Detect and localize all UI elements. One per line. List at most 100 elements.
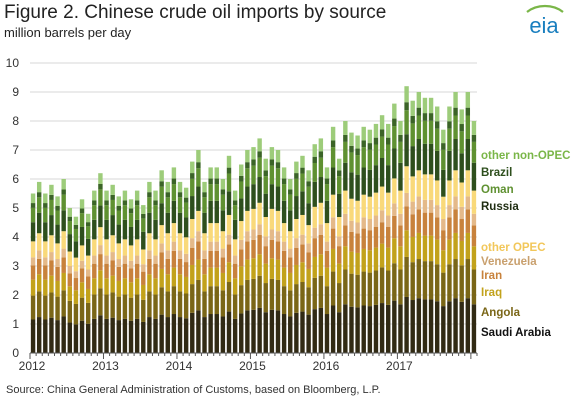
bar-segment (177, 258, 183, 275)
bar-segment (73, 271, 79, 279)
bar-segment (55, 210, 60, 225)
bar-segment (441, 219, 446, 231)
bar-segment (318, 224, 324, 235)
bar-segment (153, 255, 158, 264)
bar-segment (324, 286, 330, 315)
bar-segment (251, 229, 256, 240)
bar-segment (459, 109, 464, 125)
bar-segment (263, 216, 268, 237)
bar-segment (434, 121, 440, 129)
bar-segment (343, 121, 348, 135)
bar-segment (392, 178, 397, 204)
legend-label-iran: Iran (481, 270, 502, 282)
bar-segment (398, 213, 403, 226)
bar-segment (190, 284, 195, 313)
bar-segment (220, 316, 226, 353)
bar-segment (202, 274, 207, 292)
bar-segment (147, 317, 152, 353)
bar-segment (134, 219, 140, 240)
bar-segment (196, 259, 201, 280)
bar-segment (337, 170, 342, 177)
bar-segment (220, 210, 226, 232)
bar-segment (269, 229, 275, 240)
bar-segment (110, 275, 115, 293)
bar-segment (349, 152, 354, 173)
bar-segment (153, 318, 158, 353)
bar-segment (330, 271, 336, 306)
bar-segment (398, 225, 403, 247)
bar-segment (263, 263, 268, 284)
bar-segment (275, 168, 281, 187)
bar-segment (447, 121, 452, 129)
bar-segment (171, 167, 177, 179)
bar-segment (355, 252, 360, 275)
bar-segment (165, 274, 170, 292)
bar-segment (183, 253, 189, 263)
bar-segment (171, 184, 177, 201)
bar-segment (183, 262, 189, 277)
logo-text: eia (529, 13, 559, 38)
bar-segment (355, 148, 360, 156)
bar-segment (453, 196, 458, 210)
bar-segment (110, 215, 115, 236)
bar-segment (128, 226, 134, 246)
bar-segment (61, 231, 66, 249)
bar-segment (159, 268, 164, 288)
bar-segment (171, 223, 177, 242)
bar-segment (226, 262, 232, 283)
bar-segment (337, 236, 342, 247)
bar-segment (245, 210, 250, 232)
bar-segment (404, 192, 409, 207)
bar-segment (330, 248, 336, 272)
y-tick-label: 7 (12, 143, 19, 157)
bar-segment (349, 251, 354, 274)
bar-segment (392, 118, 397, 127)
bar-segment (220, 272, 226, 291)
bar-segment (79, 297, 85, 321)
bar-segment (343, 225, 348, 247)
bar-segment (416, 196, 422, 210)
bar-segment (153, 219, 158, 240)
y-tick-label: 6 (12, 172, 19, 186)
bar-segment (36, 258, 42, 275)
bar-segment (171, 314, 177, 353)
bar-segment (128, 297, 134, 321)
bar-segment (269, 159, 275, 166)
bar-segment (373, 215, 379, 227)
bar-segment (116, 205, 121, 211)
bar-segment (67, 266, 73, 274)
bar-segment (306, 243, 311, 253)
bar-segment (416, 138, 422, 171)
bar-segment (386, 137, 391, 145)
bar-segment (441, 230, 446, 251)
bar-segment (361, 126, 366, 141)
bar-segment (165, 197, 170, 213)
bar-segment (312, 162, 317, 182)
bar-segment (434, 217, 440, 240)
bar-segment (373, 247, 379, 271)
bar-segment (471, 141, 477, 163)
bar-segment (465, 196, 471, 210)
bar-segment (361, 248, 366, 272)
bar-segment (459, 124, 464, 132)
bar-segment (55, 266, 60, 281)
bar-segment (92, 219, 97, 240)
bar-segment (294, 312, 299, 353)
bar-segment (190, 238, 195, 248)
bar-segment (275, 231, 281, 242)
bar-segment (263, 246, 268, 264)
bar-segment (434, 239, 440, 265)
bar-segment (392, 238, 397, 264)
bar-segment (386, 144, 391, 166)
bar-segment (171, 286, 177, 315)
bar-segment (367, 143, 373, 150)
bar-segment (73, 216, 79, 225)
bar-segment (36, 274, 42, 292)
bar-segment (416, 298, 422, 353)
y-tick-label: 1 (12, 317, 19, 331)
bar-segment (367, 250, 373, 273)
bar-segment (337, 283, 342, 313)
bar-segment (263, 283, 268, 313)
bar-segment (361, 140, 366, 148)
bar-segment (239, 249, 244, 267)
